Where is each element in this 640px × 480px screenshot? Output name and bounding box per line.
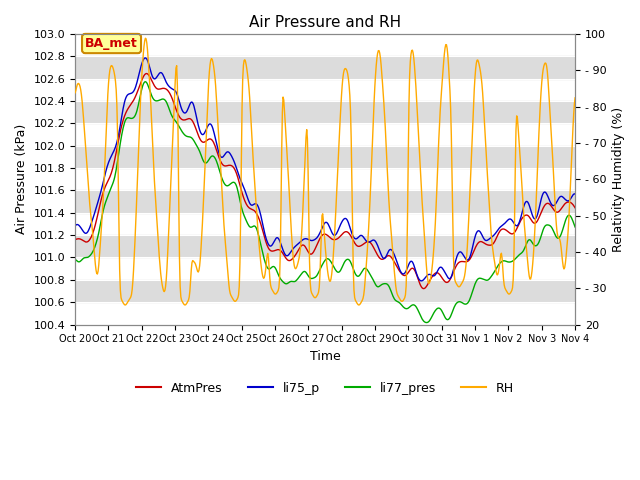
- Y-axis label: Relativity Humidity (%): Relativity Humidity (%): [612, 107, 625, 252]
- Title: Air Pressure and RH: Air Pressure and RH: [249, 15, 401, 30]
- Bar: [75, 146, 575, 168]
- Legend: AtmPres, li75_p, li77_pres, RH: AtmPres, li75_p, li77_pres, RH: [131, 377, 519, 400]
- Bar: [75, 191, 575, 213]
- X-axis label: Time: Time: [310, 350, 340, 363]
- Y-axis label: Air Pressure (kPa): Air Pressure (kPa): [15, 124, 28, 234]
- Bar: [75, 280, 575, 302]
- Bar: [75, 101, 575, 123]
- Text: BA_met: BA_met: [85, 37, 138, 50]
- Bar: [75, 235, 575, 257]
- Bar: [75, 56, 575, 79]
